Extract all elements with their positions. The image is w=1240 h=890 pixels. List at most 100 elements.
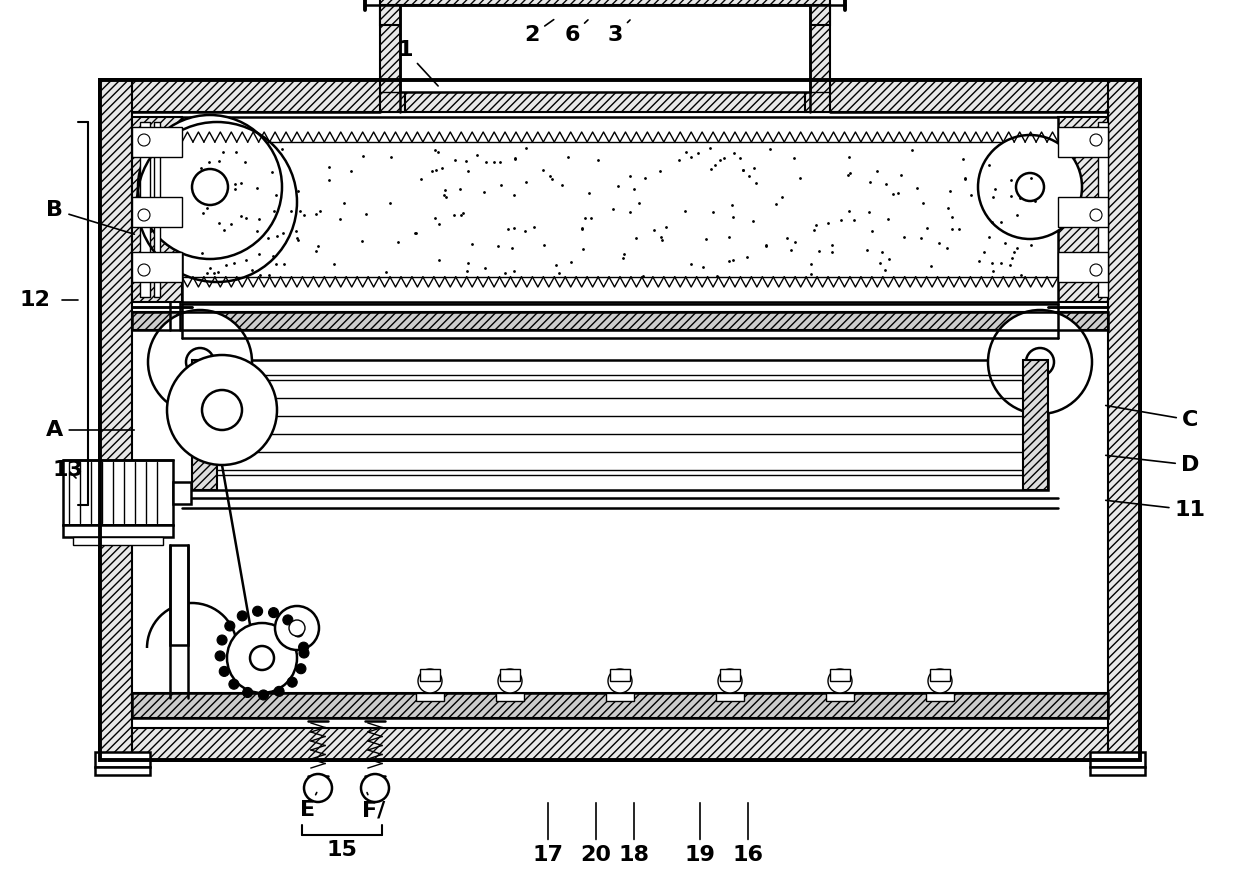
- Bar: [95, 752, 150, 767]
- Bar: [610, 669, 630, 681]
- Bar: [805, 5, 830, 112]
- Bar: [1097, 122, 1109, 297]
- Circle shape: [237, 611, 247, 621]
- Circle shape: [138, 264, 150, 276]
- Bar: [379, 5, 405, 112]
- Circle shape: [250, 646, 274, 670]
- Bar: [401, 5, 810, 92]
- Circle shape: [274, 686, 284, 696]
- Circle shape: [288, 677, 298, 687]
- Circle shape: [718, 669, 742, 693]
- Bar: [131, 127, 182, 157]
- Text: 19: 19: [684, 803, 715, 865]
- Circle shape: [299, 643, 309, 652]
- Text: 18: 18: [619, 803, 650, 865]
- Circle shape: [269, 608, 279, 618]
- Bar: [1058, 252, 1109, 282]
- Text: 1: 1: [397, 40, 438, 86]
- Bar: [826, 693, 854, 701]
- Circle shape: [138, 134, 150, 146]
- Circle shape: [148, 310, 252, 414]
- Circle shape: [215, 651, 226, 661]
- Circle shape: [608, 669, 632, 693]
- Bar: [131, 117, 182, 302]
- Circle shape: [304, 774, 332, 802]
- Bar: [100, 80, 131, 760]
- Text: 11: 11: [1106, 500, 1205, 520]
- Circle shape: [1016, 173, 1044, 201]
- Bar: [830, 669, 849, 681]
- Circle shape: [253, 606, 263, 616]
- Bar: [930, 669, 950, 681]
- Bar: [1058, 117, 1109, 302]
- Bar: [1109, 80, 1140, 760]
- Circle shape: [299, 648, 309, 658]
- Bar: [140, 122, 150, 297]
- Bar: [715, 693, 744, 701]
- Circle shape: [229, 679, 239, 689]
- Circle shape: [186, 348, 215, 376]
- Bar: [1090, 767, 1145, 775]
- Circle shape: [828, 669, 852, 693]
- Bar: [131, 312, 1109, 330]
- Bar: [1058, 197, 1109, 227]
- Circle shape: [294, 627, 304, 637]
- Circle shape: [289, 620, 305, 636]
- Circle shape: [1090, 264, 1102, 276]
- Circle shape: [138, 115, 281, 259]
- Text: B: B: [47, 200, 134, 234]
- Bar: [1090, 752, 1145, 767]
- Circle shape: [224, 621, 234, 631]
- Bar: [100, 80, 1140, 112]
- Bar: [131, 197, 182, 227]
- Bar: [720, 669, 740, 681]
- Bar: [154, 122, 160, 297]
- Text: 16: 16: [733, 803, 764, 865]
- Circle shape: [296, 664, 306, 674]
- Bar: [379, 5, 830, 25]
- Text: 15: 15: [326, 840, 357, 860]
- Bar: [131, 312, 1109, 330]
- Bar: [420, 669, 440, 681]
- Text: C: C: [1106, 406, 1198, 430]
- Circle shape: [192, 169, 228, 205]
- Bar: [95, 767, 150, 775]
- Text: 17: 17: [532, 803, 563, 865]
- Circle shape: [275, 606, 319, 650]
- Bar: [1023, 360, 1048, 490]
- Circle shape: [217, 635, 227, 645]
- Text: 20: 20: [580, 803, 611, 865]
- Bar: [192, 360, 1048, 490]
- Circle shape: [258, 690, 269, 700]
- Bar: [170, 545, 188, 645]
- Bar: [192, 360, 217, 490]
- Bar: [606, 693, 634, 701]
- Bar: [207, 375, 1033, 475]
- Bar: [100, 80, 1140, 760]
- Bar: [100, 728, 1140, 760]
- Circle shape: [1025, 348, 1054, 376]
- Bar: [500, 669, 520, 681]
- Bar: [63, 460, 174, 525]
- Text: A: A: [46, 420, 134, 440]
- Circle shape: [219, 667, 229, 676]
- Text: F/: F/: [362, 793, 386, 820]
- Circle shape: [1090, 134, 1102, 146]
- Text: 6: 6: [564, 20, 588, 45]
- Bar: [415, 693, 444, 701]
- Bar: [73, 537, 162, 545]
- Circle shape: [361, 774, 389, 802]
- Circle shape: [498, 669, 522, 693]
- Text: 2: 2: [525, 20, 554, 45]
- Bar: [63, 525, 174, 537]
- Bar: [131, 693, 1109, 718]
- Bar: [131, 693, 1109, 718]
- Bar: [131, 252, 182, 282]
- Bar: [174, 482, 191, 504]
- Bar: [1058, 127, 1109, 157]
- Circle shape: [227, 623, 298, 693]
- Bar: [926, 693, 954, 701]
- Bar: [496, 693, 525, 701]
- Circle shape: [243, 687, 253, 698]
- Circle shape: [418, 669, 441, 693]
